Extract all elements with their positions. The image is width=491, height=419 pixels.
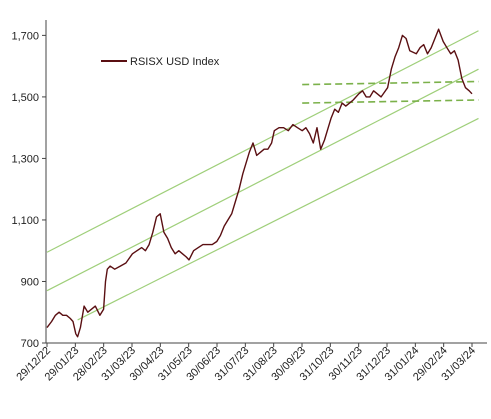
dashed-line-2 [302,99,479,104]
channel-line-2 [46,68,479,292]
y-tick-label: 1,100 [11,215,39,227]
y-tick-label: 1,500 [11,92,39,104]
y-tick-label: 1,300 [11,153,39,165]
axes [45,20,487,344]
legend-label: RSISX USD Index [130,56,220,68]
series-layer [46,28,473,338]
trend-channel [46,30,479,321]
legend: RSISX USD Index [101,56,220,68]
y-axis-ticks: 700 900 1,100 1,300 1,500 1,700 [11,30,46,350]
channel-line-1 [46,30,479,253]
dashed-support-lines [302,80,479,104]
dashed-line-1 [302,80,479,86]
series-line-1 [46,28,473,338]
y-tick-label: 700 [21,338,39,350]
y-tick-label: 900 [21,276,39,288]
x-axis-ticks: 29/12/2229/01/2328/02/2331/03/2330/04/23… [14,343,478,383]
y-tick-label: 1,700 [11,30,39,42]
channel-line-3 [77,117,479,321]
